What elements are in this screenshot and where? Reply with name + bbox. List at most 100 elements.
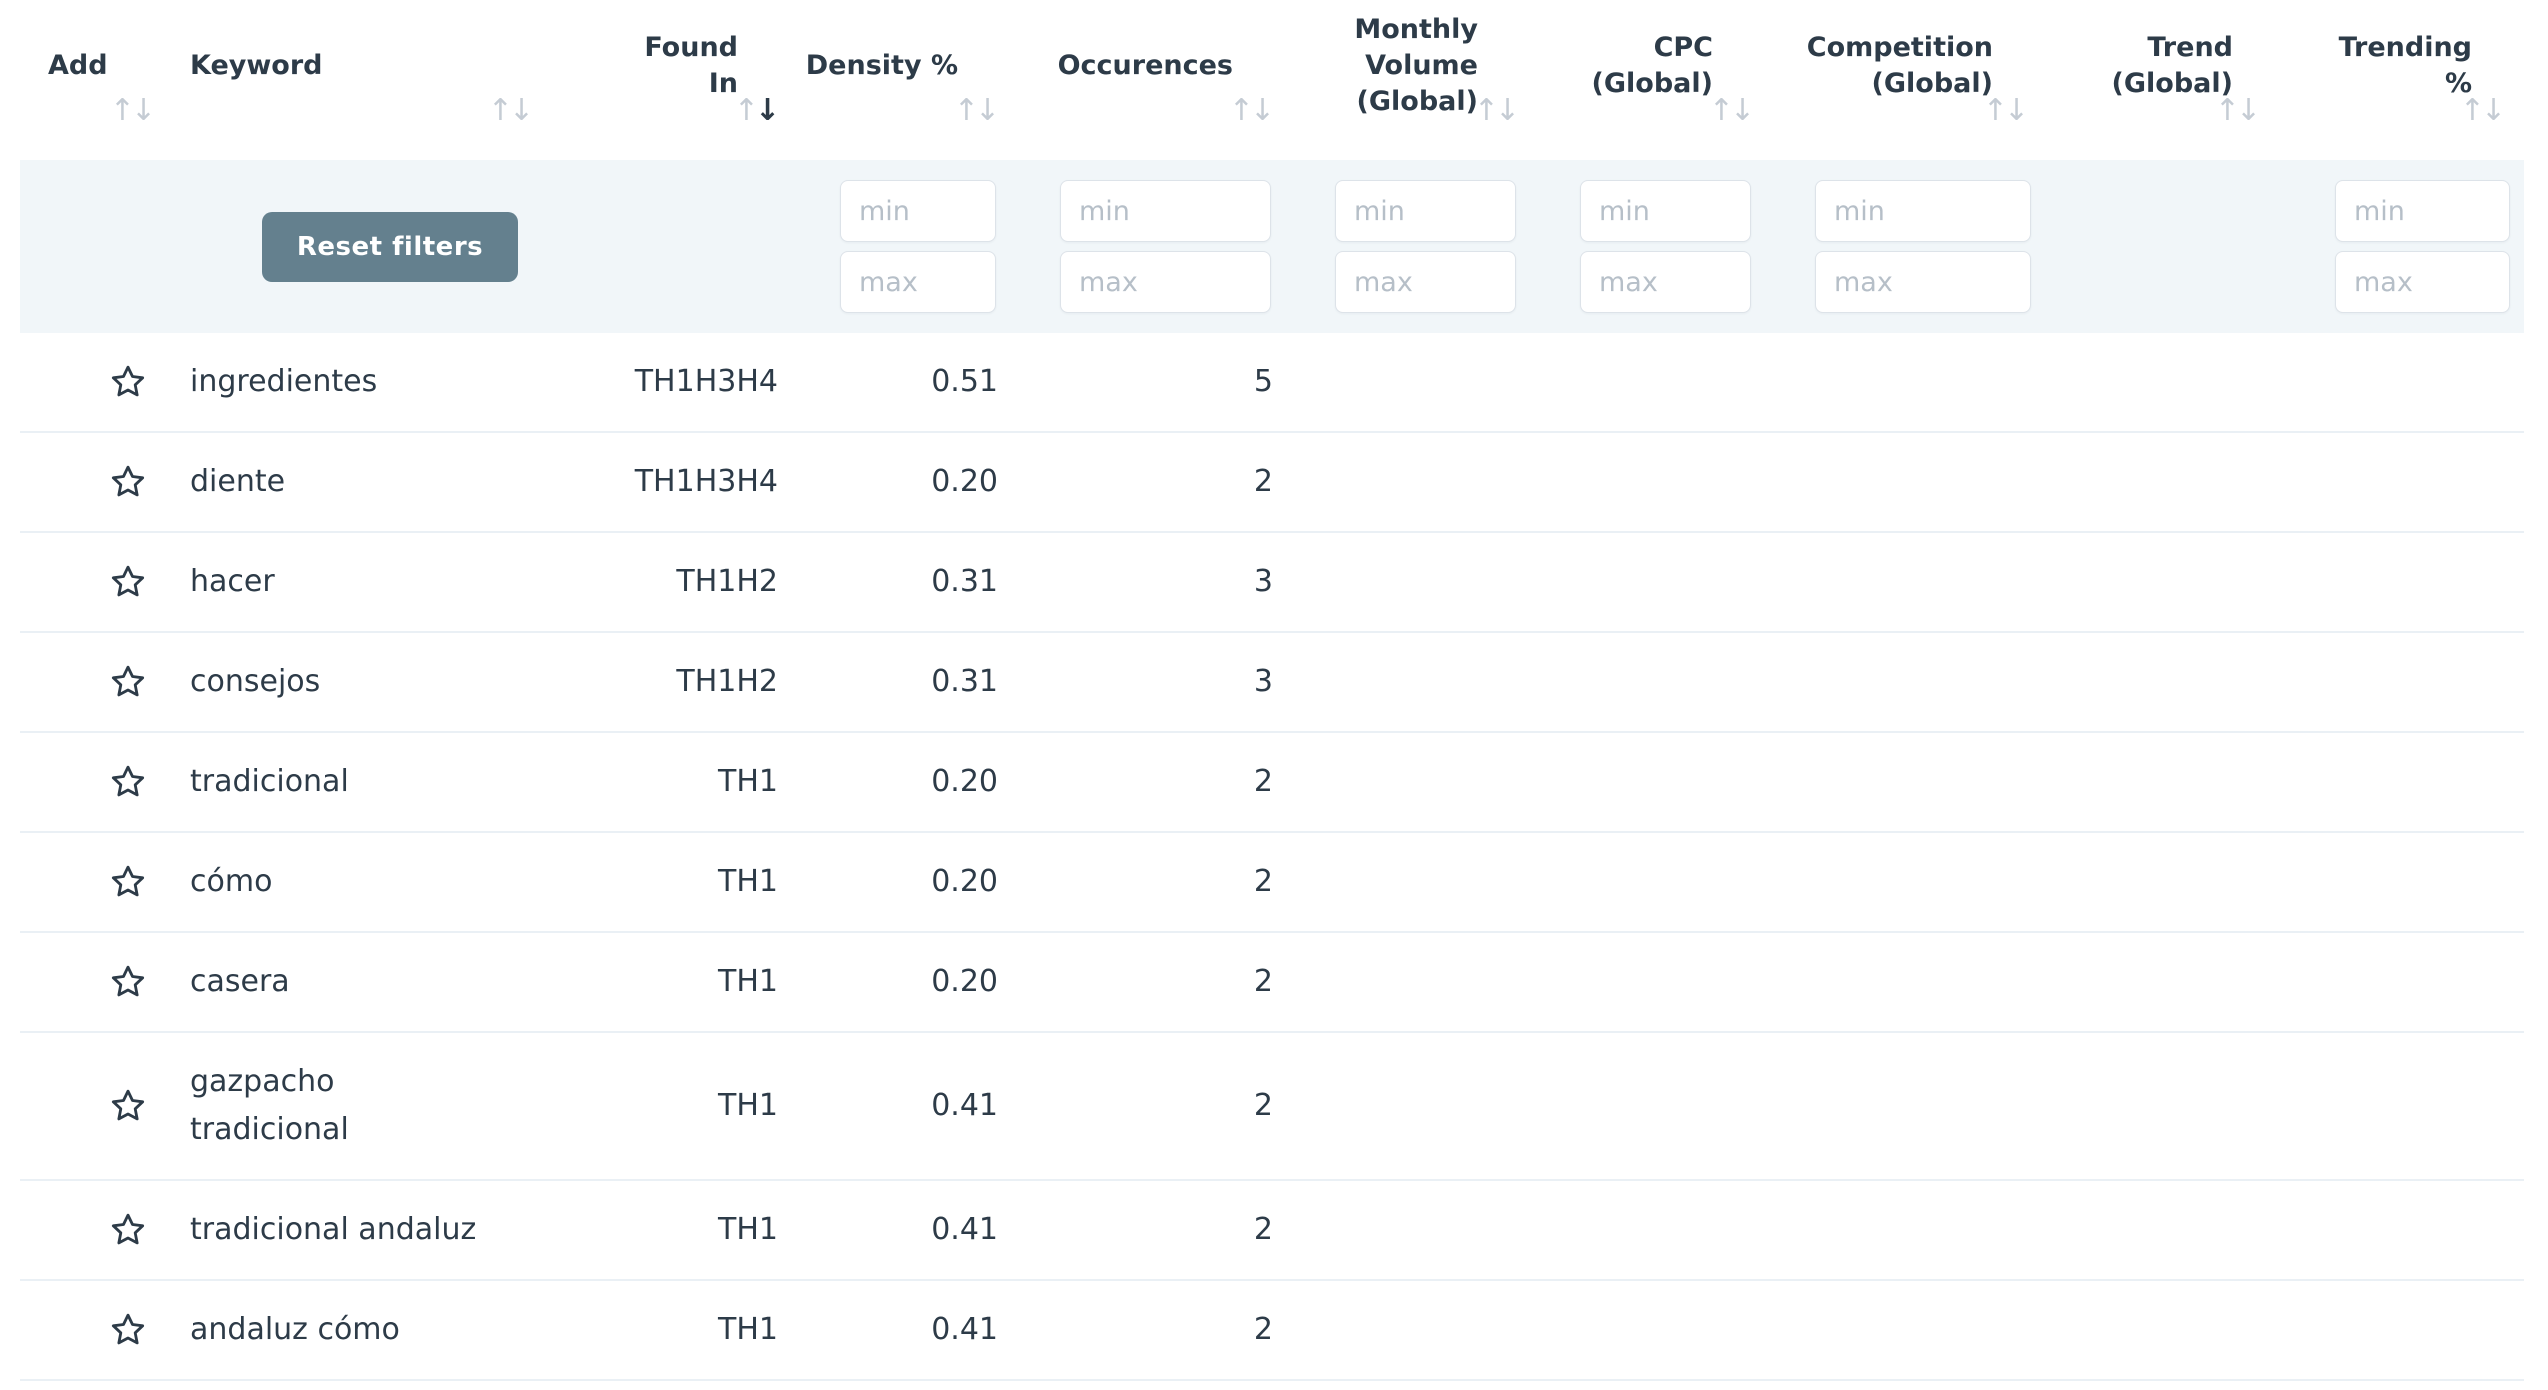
occurences-value: 2 <box>1253 464 1273 499</box>
add-keyword-star-button[interactable] <box>106 1208 150 1252</box>
column-header-competition[interactable]: Competition (Global) ↑↓ <box>1765 0 2045 160</box>
sort-icon[interactable]: ↑↓ <box>1474 93 1520 128</box>
keyword-cell: tradicional andaluz <box>165 1181 610 1279</box>
column-header-trending[interactable]: Trending % ↑↓ <box>2285 0 2524 160</box>
sort-up-arrow-icon: ↑ <box>1708 93 1734 128</box>
column-header-label: Keyword <box>190 50 323 81</box>
add-cell <box>20 933 165 1031</box>
add-keyword-star-button[interactable] <box>106 360 150 404</box>
competition-cell <box>1765 633 2045 731</box>
sort-icon[interactable]: ↑↓ <box>110 96 156 126</box>
add-cell <box>20 1281 165 1379</box>
add-keyword-star-button[interactable] <box>106 760 150 804</box>
sort-icon[interactable]: ↑↓ <box>734 96 780 126</box>
table-row: diente TH1H3H4 0.20 2 <box>20 433 2524 533</box>
sort-down-arrow-icon: ↓ <box>1494 93 1520 128</box>
column-header-trend[interactable]: Trend (Global) ↑↓ <box>2045 0 2285 160</box>
add-keyword-star-button[interactable] <box>106 860 150 904</box>
column-header-keyword[interactable]: Keyword ↑↓ <box>165 0 610 160</box>
density-min-filter-input[interactable] <box>840 180 996 242</box>
sort-icon[interactable]: ↑↓ <box>1708 93 1755 128</box>
filter-cell-trending <box>2285 160 2524 333</box>
sort-icon[interactable]: ↑↓ <box>488 96 534 126</box>
add-cell <box>20 1033 165 1179</box>
add-keyword-star-button[interactable] <box>106 660 150 704</box>
occurences-cell: 2 <box>1010 1033 1285 1179</box>
density-cell: 0.41 <box>790 1033 1010 1179</box>
keyword-cell: ingredientes <box>165 333 610 431</box>
sort-icon[interactable]: ↑↓ <box>1229 96 1275 126</box>
occurences-cell: 2 <box>1010 433 1285 531</box>
column-header-monthly_volume[interactable]: Monthly Volume (Global) ↑↓ <box>1285 0 1530 160</box>
density-cell: 0.20 <box>790 733 1010 831</box>
column-header-label: Monthly Volume (Global) <box>1354 14 1478 117</box>
keyword-value: consejos <box>190 664 321 699</box>
occurences-value: 2 <box>1253 864 1273 899</box>
sort-up-arrow-icon: ↑ <box>2214 93 2240 128</box>
occurences-value: 2 <box>1253 1088 1273 1123</box>
cpc-min-filter-input[interactable] <box>1580 180 1751 242</box>
occurences-min-filter-input[interactable] <box>1060 180 1271 242</box>
density-max-filter-input[interactable] <box>840 251 996 313</box>
monthly_volume-cell <box>1285 633 1530 731</box>
found_in-cell: TH1H2 <box>610 533 790 631</box>
add-keyword-star-button[interactable] <box>106 460 150 504</box>
occurences-max-filter-input[interactable] <box>1060 251 1271 313</box>
competition-min-filter-input[interactable] <box>1815 180 2031 242</box>
keyword-cell: hacer <box>165 533 610 631</box>
sort-down-arrow-icon: ↓ <box>2480 93 2506 128</box>
star-outline-icon <box>108 862 148 902</box>
table-row: tradicional TH1 0.20 2 <box>20 733 2524 833</box>
table-row: casera TH1 0.20 2 <box>20 933 2524 1033</box>
filter-cell-occurences <box>1010 160 1285 333</box>
density-value: 0.20 <box>931 764 998 799</box>
add-cell <box>20 533 165 631</box>
cpc-cell <box>1530 633 1765 731</box>
sort-down-arrow-icon: ↓ <box>2235 93 2261 128</box>
trend-cell <box>2045 633 2285 731</box>
column-header-occurences[interactable]: Occurences ↑↓ <box>1010 0 1285 160</box>
monthly_volume-min-filter-input[interactable] <box>1335 180 1516 242</box>
sort-icon[interactable]: ↑↓ <box>1983 93 2029 128</box>
cpc-cell <box>1530 533 1765 631</box>
sort-icon[interactable]: ↑↓ <box>2214 93 2261 128</box>
monthly_volume-max-filter-input[interactable] <box>1335 251 1516 313</box>
trend-cell <box>2045 733 2285 831</box>
occurences-cell: 2 <box>1010 1181 1285 1279</box>
column-header-found_in[interactable]: Found In ↑↓ <box>610 0 790 160</box>
found_in-value: TH1H2 <box>676 564 778 599</box>
density-cell: 0.41 <box>790 1181 1010 1279</box>
table-row: andaluz cómo TH1 0.41 2 <box>20 1281 2524 1381</box>
monthly_volume-cell <box>1285 533 1530 631</box>
trending-min-filter-input[interactable] <box>2335 180 2510 242</box>
cpc-cell <box>1530 833 1765 931</box>
filter-cell-competition <box>1765 160 2045 333</box>
trending-max-filter-input[interactable] <box>2335 251 2510 313</box>
keyword-cell: tradicional <box>165 733 610 831</box>
column-header-density[interactable]: Density % ↑↓ <box>790 0 1010 160</box>
found_in-value: TH1 <box>718 964 778 999</box>
filter-cell-cpc <box>1530 160 1765 333</box>
sort-icon[interactable]: ↑↓ <box>954 96 1000 126</box>
sort-down-arrow-icon: ↓ <box>2003 93 2029 128</box>
occurences-cell: 5 <box>1010 333 1285 431</box>
column-header-add[interactable]: Add ↑↓ <box>20 0 165 160</box>
sort-icon[interactable]: ↑↓ <box>2460 93 2506 128</box>
found_in-value: TH1H2 <box>676 664 778 699</box>
keyword-value: tradicional <box>190 764 349 799</box>
competition-max-filter-input[interactable] <box>1815 251 2031 313</box>
reset-filters-button[interactable]: Reset filters <box>262 211 518 282</box>
trend-cell <box>2045 333 2285 431</box>
density-value: 0.20 <box>931 864 998 899</box>
star-outline-icon <box>108 962 148 1002</box>
cpc-max-filter-input[interactable] <box>1580 251 1751 313</box>
occurences-value: 2 <box>1253 1312 1273 1347</box>
column-header-cpc[interactable]: CPC (Global) ↑↓ <box>1530 0 1765 160</box>
found_in-cell: TH1 <box>610 1281 790 1379</box>
column-header-label: Trending % <box>2338 32 2472 99</box>
add-keyword-star-button[interactable] <box>106 1084 150 1128</box>
add-keyword-star-button[interactable] <box>106 960 150 1004</box>
add-keyword-star-button[interactable] <box>106 1308 150 1352</box>
add-keyword-star-button[interactable] <box>106 560 150 604</box>
